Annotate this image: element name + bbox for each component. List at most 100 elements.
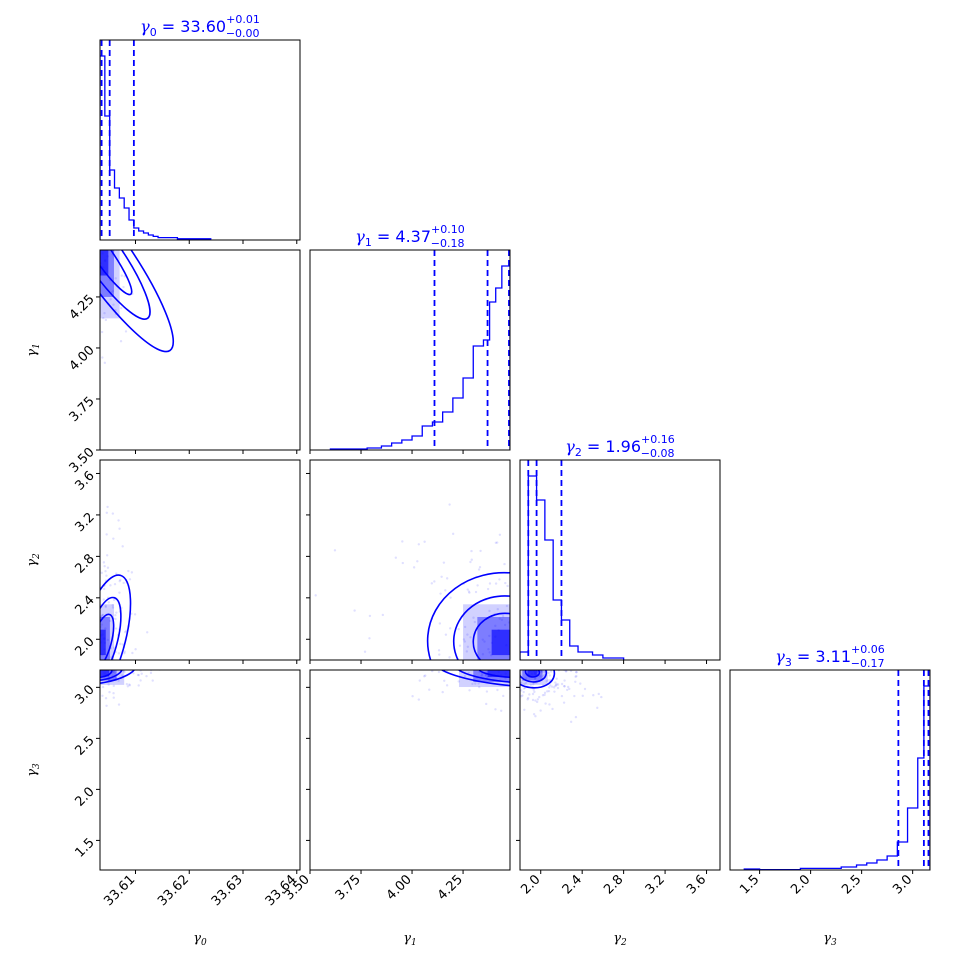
sample-point [438,653,441,656]
sample-point [103,259,107,262]
sample-point [83,225,85,227]
sample-point [575,665,577,667]
x-tick-label-g0: 33.63 [209,872,246,909]
sample-point [97,274,99,276]
sample-point [90,253,92,255]
sample-point [423,675,426,678]
sample-point [130,240,132,242]
scatter-panel-g0-g1 [27,102,301,451]
sample-point [555,677,558,680]
sample-point [74,680,76,682]
title-g3: γ3 = 3.11+0.06 −0.17 [775,643,884,670]
sample-point [60,694,62,696]
sample-point [27,441,29,443]
sample-point [87,191,89,193]
sample-point [74,667,76,669]
histogram-panel-g1: γ1 = 4.37+0.10 −0.18 [309,223,511,451]
sample-point [512,673,514,675]
sample-point [553,654,555,656]
sample-point [569,720,573,724]
sample-point [81,621,83,623]
contour-0 [478,670,510,679]
sample-point [380,703,382,705]
sample-point [528,716,530,718]
sample-point [126,671,128,673]
sample-point [96,208,98,210]
sample-point [82,253,84,255]
sample-point [540,664,542,666]
sample-point [113,219,115,221]
sample-point [333,629,335,631]
sample-point [430,648,432,650]
sample-point [106,662,108,664]
sample-point [111,661,113,663]
sample-point [78,553,80,555]
sample-point [453,708,455,710]
sample-point [72,344,74,346]
contour-1 [520,670,548,683]
sample-point [412,566,416,569]
sample-point [467,671,470,675]
sample-point [531,692,535,696]
contour-1 [100,670,123,682]
sample-point [458,666,460,668]
sample-point [58,687,60,689]
sample-point [535,700,539,704]
sample-point [113,582,117,586]
sample-point [87,674,89,676]
scatter-panel-g0-g3 [45,628,301,871]
sample-point [551,752,553,754]
sample-point [127,234,129,236]
sample-point [503,662,505,664]
sample-point [551,695,553,697]
sample-point [118,102,120,104]
sample-point [58,759,60,761]
sample-point [45,683,47,685]
density-cell [487,670,510,678]
sample-point [449,596,452,599]
sample-point [101,252,104,255]
sample-point [610,601,612,603]
sample-point [517,675,519,677]
sample-point [129,628,131,630]
sample-point [118,746,120,748]
sample-point [78,658,80,660]
sample-point [130,703,132,705]
sample-point [85,287,87,289]
sample-point [112,303,115,306]
sample-point [529,670,533,673]
sample-point [445,577,449,580]
sample-point [84,711,86,713]
sample-point [149,671,153,675]
sample-point [448,627,452,630]
sample-point [578,673,580,675]
sample-point [511,622,513,624]
sample-point [569,670,573,673]
sample-point [96,671,98,673]
sample-point [134,648,137,651]
sample-point [132,646,134,648]
sample-point [95,611,97,613]
sample-point [532,665,534,667]
sample-point [616,661,618,663]
sample-point [508,663,510,665]
sample-point [458,653,460,655]
sample-point [659,647,661,649]
sample-point [545,600,547,602]
sample-point [553,699,555,701]
sample-point [553,649,555,651]
sample-point [551,648,553,650]
sample-point [120,181,122,183]
sample-point [546,690,549,693]
sample-point [83,388,85,390]
sample-point [545,680,548,683]
sample-point [511,658,513,660]
sample-point [401,561,404,565]
sample-point [84,631,86,633]
sample-point [94,682,96,684]
sample-point [97,222,99,224]
x-tick-label-g2: 3.2 [643,872,668,897]
sample-point [533,672,537,675]
sample-point [83,675,85,677]
sample-point [109,298,112,301]
